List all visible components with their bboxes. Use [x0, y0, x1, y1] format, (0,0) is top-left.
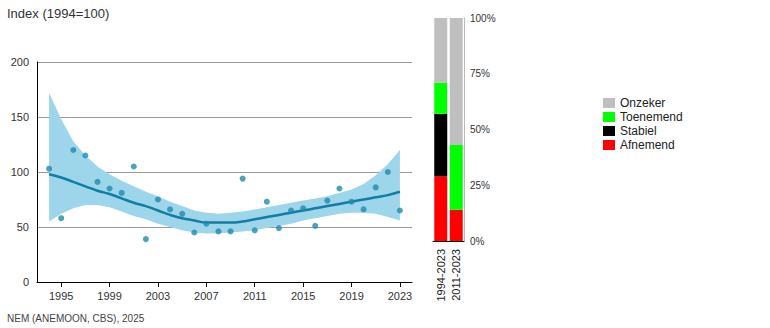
svg-text:2023: 2023 — [388, 290, 412, 302]
svg-text:Onzeker: Onzeker — [620, 96, 665, 110]
svg-text:0%: 0% — [470, 236, 485, 247]
svg-text:25%: 25% — [470, 180, 490, 191]
svg-text:50%: 50% — [470, 124, 490, 135]
svg-text:150: 150 — [11, 111, 29, 123]
svg-text:2007: 2007 — [194, 290, 218, 302]
svg-text:75%: 75% — [470, 68, 490, 79]
svg-text:Afnemend: Afnemend — [620, 138, 675, 152]
svg-text:Index (1994=100): Index (1994=100) — [7, 6, 109, 21]
svg-text:2011: 2011 — [243, 290, 267, 302]
svg-text:50: 50 — [17, 221, 29, 233]
svg-text:0: 0 — [23, 276, 29, 288]
svg-text:2015: 2015 — [291, 290, 315, 302]
svg-text:100%: 100% — [470, 13, 496, 24]
svg-text:Toenemend: Toenemend — [620, 110, 683, 124]
svg-text:100: 100 — [11, 166, 29, 178]
svg-text:1999: 1999 — [97, 290, 121, 302]
svg-text:1994-2023: 1994-2023 — [435, 249, 447, 302]
svg-text:2011-2023: 2011-2023 — [450, 249, 462, 301]
svg-text:2003: 2003 — [146, 290, 170, 302]
svg-text:NEM (ANEMOON, CBS), 2025: NEM (ANEMOON, CBS), 2025 — [7, 313, 145, 324]
svg-text:Stabiel: Stabiel — [620, 124, 657, 138]
svg-text:1995: 1995 — [49, 290, 73, 302]
svg-text:200: 200 — [11, 56, 29, 68]
svg-text:2019: 2019 — [339, 290, 363, 302]
